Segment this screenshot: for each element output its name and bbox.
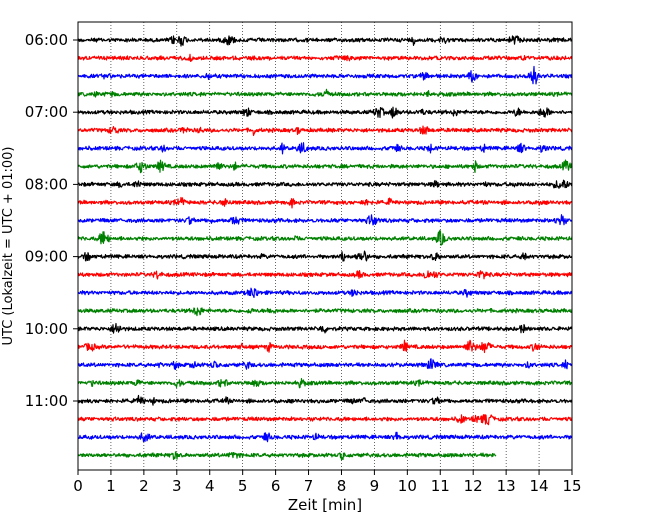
x-tick-label-8: 8: [337, 477, 347, 495]
trace-9: [77, 196, 573, 209]
x-tick-label-3: 3: [172, 477, 182, 495]
trace-23: [77, 451, 497, 461]
y-tick-label-3: 09:00: [25, 248, 68, 266]
trace-15: [77, 307, 573, 317]
trace-0: [77, 35, 573, 47]
trace-3: [77, 88, 573, 98]
y-tick-label-4: 10:00: [25, 320, 68, 338]
trace-4: [77, 106, 573, 119]
trace-2: [77, 65, 573, 85]
trace-21: [77, 414, 573, 426]
x-axis-ticks: 0 1 2 3 4 5 6 7 8 9 10 11 12 13 14 15: [73, 470, 582, 495]
trace-5: [77, 125, 573, 137]
x-tick-label-14: 14: [530, 477, 549, 495]
trace-8: [77, 179, 573, 189]
x-tick-label-15: 15: [562, 477, 581, 495]
x-tick-label-6: 6: [271, 477, 281, 495]
y-tick-label-5: 11:00: [25, 392, 68, 410]
x-tick-label-2: 2: [139, 477, 149, 495]
trace-6: [77, 142, 573, 155]
trace-16: [77, 322, 573, 334]
plot-frame: [77, 21, 573, 471]
x-tick-label-5: 5: [238, 477, 248, 495]
x-axis-label: Zeit [min]: [288, 496, 362, 514]
x-tick-label-9: 9: [370, 477, 380, 495]
trace-12: [77, 250, 573, 262]
y-axis-label: UTC (Lokalzeit = UTC + 01:00): [1, 147, 16, 346]
grid-lines: [110, 22, 540, 470]
x-tick-label-1: 1: [106, 477, 116, 495]
x-tick-label-12: 12: [464, 477, 483, 495]
x-tick-label-13: 13: [497, 477, 516, 495]
y-tick-label-0: 06:00: [25, 31, 68, 49]
trace-17: [77, 339, 573, 354]
trace-10: [77, 214, 573, 226]
trace-18: [77, 358, 573, 371]
x-tick-label-11: 11: [431, 477, 450, 495]
x-tick-label-7: 7: [304, 477, 314, 495]
trace-14: [77, 287, 573, 298]
trace-13: [77, 270, 573, 280]
x-tick-label-0: 0: [73, 477, 83, 495]
y-tick-label-2: 08:00: [25, 175, 68, 193]
y-axis-ticks: 06:00 07:00 08:00 09:00 10:00 11:00: [25, 31, 78, 410]
y-tick-label-1: 07:00: [25, 103, 68, 121]
seismic-traces: [77, 35, 573, 461]
x-tick-label-10: 10: [398, 477, 417, 495]
x-tick-label-4: 4: [205, 477, 215, 495]
trace-22: [77, 431, 573, 443]
trace-7: [77, 159, 573, 174]
trace-1: [77, 53, 573, 62]
trace-20: [77, 394, 573, 406]
trace-19: [77, 378, 573, 389]
trace-11: [77, 229, 573, 246]
